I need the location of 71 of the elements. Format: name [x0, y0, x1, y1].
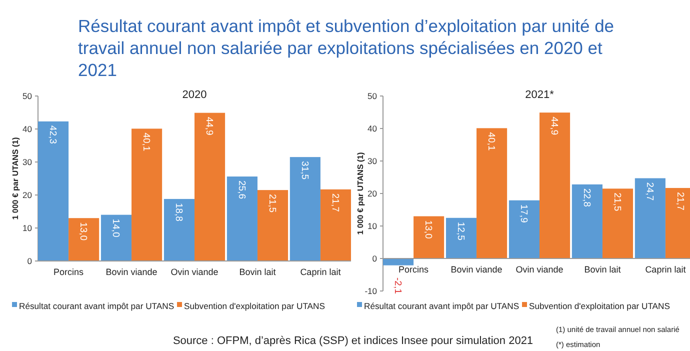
x-tick-label: Ovin viande: [170, 267, 218, 277]
data-label: 42,3: [46, 125, 58, 144]
text: Résultat courant avant impôt et subvention d’exploitation par unité de travail annuel non salariée par exploitations spécialisées en 2020 et 2021: [78, 16, 614, 80]
y-tick-label: -10: [364, 286, 378, 296]
data-label: 21,5: [611, 192, 622, 212]
bar: [38, 121, 69, 261]
data-label: 13,0: [422, 220, 434, 239]
data-label: 13,0: [77, 222, 88, 241]
bar: [414, 216, 444, 258]
data-label: 31,5: [298, 161, 310, 180]
data-label: 44,9: [548, 116, 560, 136]
bar: [476, 128, 508, 258]
bar: [100, 214, 132, 261]
y-tick-label: 30: [368, 156, 378, 166]
data-label: 22,8: [580, 188, 592, 207]
data-label: 40,1: [485, 132, 496, 151]
x-tick-label: Porcins: [54, 267, 84, 277]
legend-label: Résultat courant avant impôt par UTANS: [364, 301, 520, 312]
data-label: 21,5: [266, 194, 278, 213]
bar: [540, 112, 570, 258]
bar: [446, 218, 477, 258]
x-tick-label: Ovin viande: [516, 264, 564, 274]
bar: [508, 200, 540, 258]
y-tick-label: 50: [368, 90, 378, 101]
bar: [290, 157, 320, 261]
y-axis-title: 1 000 € par UTANS (1): [356, 152, 365, 235]
data-label: -2,1: [392, 278, 403, 294]
data-label: 18,8: [172, 202, 184, 222]
y-tick-label: 0: [372, 253, 378, 264]
x-tick-label: Bovin lait: [239, 267, 276, 277]
bar: [226, 176, 258, 261]
legend-label: Résultat courant avant impôt par UTANS: [19, 301, 174, 312]
y-tick-label: 50: [22, 90, 32, 101]
y-tick-label: 30: [22, 156, 32, 167]
data-label: 17,9: [518, 204, 529, 223]
bar: [320, 189, 351, 261]
bar: [257, 190, 288, 261]
chart-title: 2020: [182, 89, 207, 101]
x-tick-label: Porcins: [398, 264, 430, 274]
bar: [68, 218, 100, 261]
y-axis-title: 1 000 € par UTANS (1): [11, 136, 20, 220]
y-tick-label: 20: [22, 190, 32, 200]
data-label: 44,9: [203, 116, 214, 136]
y-tick-label: 40: [22, 124, 32, 134]
data-label: 14,0: [110, 218, 121, 238]
x-tick-label: Bovin viande: [106, 267, 158, 277]
bar: [383, 258, 414, 266]
data-label: 12,5: [454, 222, 466, 240]
chart-title: 2021*: [525, 89, 555, 101]
data-label: 21,7: [329, 193, 340, 212]
y-tick-label: 10: [22, 222, 32, 233]
bar: [572, 184, 602, 258]
data-label: 25,6: [236, 180, 247, 200]
bar: [194, 112, 226, 261]
data-label: 40,1: [140, 132, 152, 152]
x-tick-label: Caprin lait: [645, 264, 686, 274]
data-label: 24,7: [644, 182, 655, 201]
legend-label: Subvention d'exploitation par UTANS: [529, 301, 670, 312]
x-tick-label: Caprin lait: [300, 267, 342, 277]
bar: [164, 198, 194, 261]
bar: [602, 188, 634, 258]
x-tick-label: Bovin lait: [584, 264, 622, 274]
data-label: 21,7: [674, 192, 686, 210]
y-tick-label: 0: [27, 256, 32, 266]
x-tick-label: Bovin viande: [450, 264, 502, 274]
y-tick-label: 20: [368, 188, 378, 198]
source-note: Source : OFPM, d’après Rica (SSP) et indices Insee pour simulation 2021: [172, 335, 534, 347]
bar: [132, 128, 162, 261]
y-tick-label: 10: [368, 220, 378, 231]
legend-label: Subvention d'exploitation par UTANS: [184, 301, 326, 312]
y-tick-label: 40: [368, 123, 378, 134]
